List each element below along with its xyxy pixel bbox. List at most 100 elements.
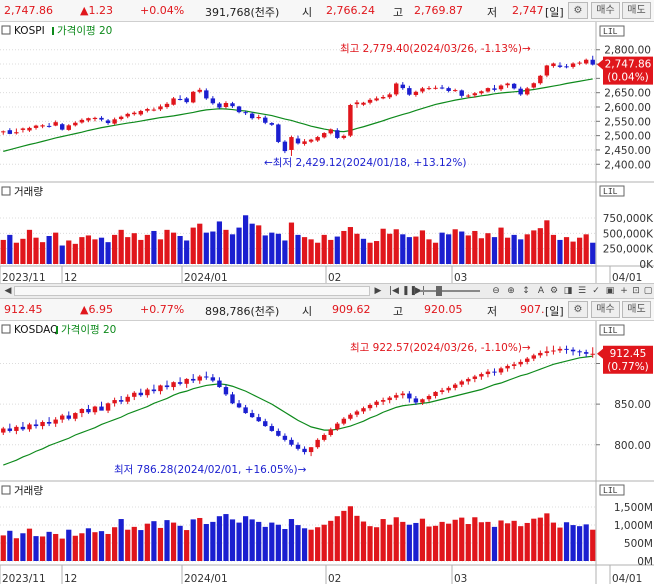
candle-body (158, 106, 163, 110)
toolbar-button[interactable]: ▶ (374, 286, 382, 296)
candle-body (105, 120, 111, 124)
pane-toggle-box (1, 25, 11, 35)
volume-bar (203, 232, 209, 264)
candle-body (1, 131, 6, 133)
candle-body (164, 385, 170, 388)
candle-body (53, 419, 58, 424)
kospi-period[interactable]: [일] (545, 6, 564, 19)
candle-body (145, 109, 150, 111)
candle-body (335, 130, 340, 138)
volume-bar (518, 239, 524, 264)
candle-body (138, 111, 144, 115)
volume-bar (328, 239, 334, 264)
current-price-pct: (0.77%) (607, 361, 649, 373)
volume-bar (7, 234, 13, 264)
volume-bar (334, 516, 340, 561)
index-title: KOSPI (14, 25, 45, 37)
low-annotation: 최저 786.28(2024/02/01, +16.05%)→ (114, 464, 307, 476)
volume-pane-title: 거래량 (14, 186, 43, 198)
toolbar-button[interactable]: ▢ (643, 286, 653, 296)
candle-body (191, 91, 196, 103)
candle-body (1, 428, 6, 433)
toolbar-button[interactable]: ⊡ (632, 286, 640, 296)
candle-body (459, 90, 464, 96)
volume-bar (236, 522, 242, 561)
toolbar-button[interactable]: ▣ (605, 286, 615, 296)
zoom-slider[interactable] (420, 290, 480, 292)
candle-body (223, 387, 229, 395)
kospi-sell-button[interactable]: 매도 (622, 2, 651, 19)
candle-body (99, 406, 104, 411)
toolbar-button[interactable]: A (537, 286, 545, 296)
candle-body (256, 117, 261, 119)
toolbar-button[interactable]: ⊕ (507, 286, 515, 296)
toolbar-button[interactable]: + (620, 286, 628, 296)
toolbar-button[interactable]: ✓ (592, 286, 600, 296)
candle-body (66, 125, 71, 130)
candle-body (86, 409, 91, 413)
kosdaq-buy-button[interactable]: 매수 (591, 301, 620, 318)
candle-body (400, 393, 405, 396)
volume-bar (164, 229, 170, 264)
volume-bar (0, 239, 6, 264)
toolbar-button[interactable]: ◀ (4, 286, 12, 296)
candle-body (282, 141, 288, 152)
candle-body (531, 83, 536, 88)
volume-bar (79, 237, 85, 264)
volume-bar (472, 230, 478, 264)
volume-bar (256, 521, 262, 561)
volume-bar (315, 527, 321, 561)
kospi-settings-icon[interactable]: ⚙ (568, 2, 588, 19)
kosdaq-period[interactable]: [일] (545, 305, 564, 318)
x-tick-label: 2024/01 (184, 272, 228, 283)
toolbar-button[interactable]: |◀ (389, 286, 399, 296)
candle-body (249, 113, 255, 119)
y-tick-label: 2,650.00 (604, 88, 651, 100)
zoom-slider-handle[interactable] (436, 286, 442, 296)
volume-bar (308, 239, 314, 264)
volume-bar (511, 520, 517, 561)
toolbar-button[interactable]: ☰ (577, 286, 587, 296)
toolbar-button[interactable]: ❚❚ (402, 286, 418, 296)
candle-body (348, 104, 353, 136)
candle-body (92, 117, 98, 120)
volume-bar (406, 237, 412, 264)
volume-bar (203, 524, 209, 561)
volume-bar (112, 234, 118, 264)
kospi-price: 2,747.86 (4, 4, 53, 17)
volume-bar (85, 528, 92, 561)
candle-body (446, 387, 451, 391)
candle-body (394, 83, 399, 95)
candle-body (590, 59, 595, 65)
toolbar-button[interactable]: ⚙ (549, 286, 559, 296)
x-tick-label: 03 (454, 272, 467, 283)
volume-tick-label: 750,000K (603, 213, 654, 225)
kosdaq-sell-button[interactable]: 매도 (622, 301, 651, 318)
kospi-chart[interactable]: 2,800.002,750.002,700.002,650.002,600.00… (0, 22, 654, 283)
volume-bar (439, 521, 445, 561)
candle-body (341, 418, 347, 424)
candle-body (446, 88, 451, 91)
toolbar-button[interactable]: ↕ (522, 286, 530, 296)
volume-bar (563, 237, 570, 264)
kosdaq-chart[interactable]: 900.00850.00800.001,500M1,000M500M0MKOSD… (0, 321, 654, 584)
candle-body (564, 66, 569, 68)
index-title: KOSDAQ (14, 324, 58, 336)
volume-bar (544, 513, 550, 561)
candle-body (269, 123, 275, 125)
kospi-buy-button[interactable]: 매수 (591, 2, 620, 19)
axis-scale-icon-text: LIL (603, 326, 618, 335)
volume-bar (498, 227, 504, 264)
volume-bar (26, 528, 33, 561)
volume-bar (472, 517, 478, 561)
kosdaq-settings-icon[interactable]: ⚙ (568, 301, 588, 318)
volume-bar (7, 530, 13, 561)
horizontal-scrollbar[interactable] (14, 286, 370, 296)
candle-body (289, 137, 294, 150)
ma-legend-swatch (56, 326, 58, 334)
toolbar-button[interactable]: ⊖ (492, 286, 500, 296)
toolbar-button[interactable]: ◨ (563, 286, 573, 296)
axis-scale-icon (599, 324, 625, 336)
axis-scale-icon-text: LIL (603, 486, 618, 495)
candle-body (269, 426, 275, 431)
